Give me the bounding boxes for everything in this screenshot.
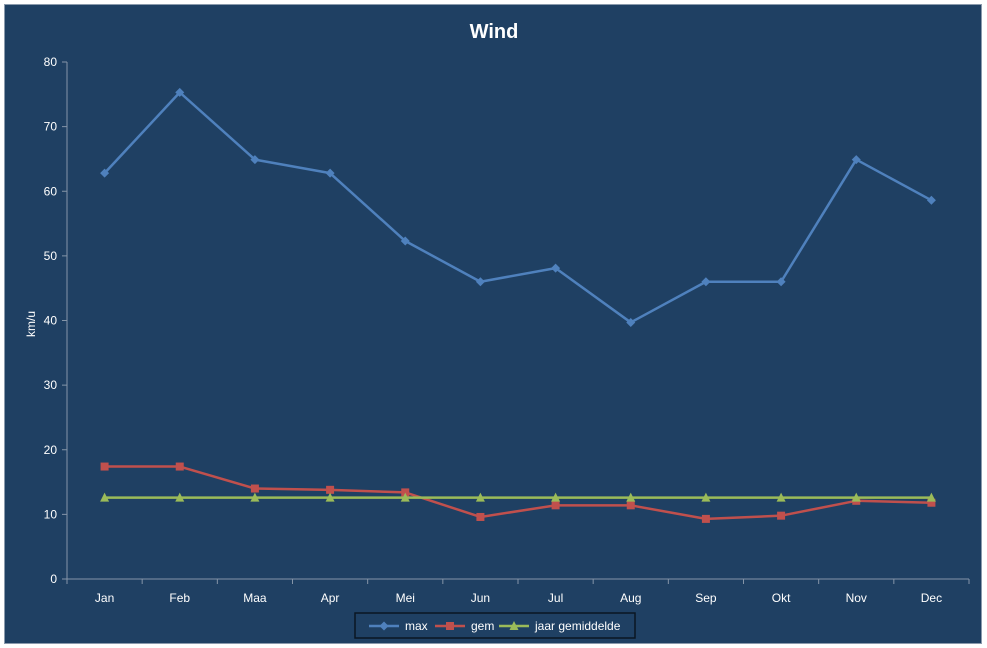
legend-label: gem — [471, 619, 494, 633]
data-point-marker — [400, 492, 410, 502]
data-point-marker — [926, 195, 936, 205]
x-tick-label: Jul — [548, 591, 563, 605]
x-tick-label: Feb — [169, 591, 190, 605]
legend-entry[interactable]: max — [369, 619, 428, 633]
data-point-marker — [776, 277, 786, 287]
y-tick-label: 80 — [44, 55, 58, 69]
data-point-marker — [175, 492, 185, 502]
x-tick-label: Okt — [772, 591, 791, 605]
data-point-marker — [250, 492, 260, 502]
data-point-marker — [475, 277, 485, 287]
chart-title: Wind — [470, 21, 519, 43]
series-layer — [100, 87, 936, 523]
data-point-marker — [379, 621, 389, 631]
x-tick-label: Dec — [921, 591, 942, 605]
data-point-marker — [175, 87, 185, 97]
data-point-marker — [851, 155, 861, 165]
series-gem — [100, 462, 936, 523]
data-point-marker — [777, 511, 786, 520]
x-tick-label: Maa — [243, 591, 267, 605]
legend-entry[interactable]: jaar gemiddelde — [499, 619, 621, 633]
data-point-marker — [509, 621, 519, 630]
legend[interactable]: max gem jaar gemiddelde — [354, 612, 636, 639]
y-tick-label: 0 — [50, 572, 57, 586]
y-tick-label: 40 — [44, 314, 58, 328]
data-point-marker — [475, 492, 485, 502]
data-point-marker — [400, 236, 410, 246]
y-tick-label: 30 — [44, 378, 58, 392]
data-point-marker — [401, 488, 410, 497]
data-point-marker — [551, 263, 561, 273]
y-tick-label: 10 — [44, 507, 58, 521]
series-jaar-gemiddelde — [100, 492, 936, 502]
data-point-marker — [626, 317, 636, 327]
data-point-marker — [551, 492, 561, 502]
data-point-marker — [325, 168, 335, 178]
data-point-marker — [701, 492, 711, 502]
data-point-marker — [926, 492, 936, 502]
legend-label: jaar gemiddelde — [534, 619, 621, 633]
data-point-marker — [326, 485, 335, 494]
y-tick-label: 50 — [44, 249, 58, 263]
axes: 0 10 20 30 40 50 60 70 80 Jan Feb Maa Apr Mei Jun Jul Au… — [44, 55, 970, 605]
series-max — [100, 87, 936, 327]
x-tick-label: Sep — [695, 591, 717, 605]
data-point-marker — [626, 501, 635, 510]
legend-entry[interactable]: gem — [435, 619, 494, 633]
data-point-marker — [250, 155, 260, 165]
data-point-marker — [701, 277, 711, 287]
data-point-marker — [100, 168, 110, 178]
x-tick-label: Jun — [471, 591, 490, 605]
series-line — [103, 91, 933, 324]
data-point-marker — [100, 462, 109, 471]
series-line — [104, 465, 932, 521]
x-tick-label: Mei — [396, 591, 415, 605]
data-point-marker — [175, 462, 184, 471]
y-tick-label: 60 — [44, 184, 58, 198]
y-tick-label: 20 — [44, 443, 58, 457]
data-point-marker — [776, 492, 786, 502]
line-chart: Wind km/u 0 10 20 30 40 50 60 70 80 Jan Feb Maa Apr M… — [24, 21, 970, 639]
legend-label: max — [405, 619, 428, 633]
data-point-marker — [626, 492, 636, 502]
data-point-marker — [476, 512, 485, 521]
data-point-marker — [446, 622, 454, 630]
x-tick-label: Jan — [95, 591, 114, 605]
x-tick-label: Apr — [321, 591, 340, 605]
x-tick-label: Aug — [620, 591, 641, 605]
data-point-marker — [100, 492, 110, 502]
x-tick-label: Nov — [846, 591, 867, 605]
legend-box — [354, 612, 636, 639]
data-point-marker — [701, 514, 710, 523]
data-point-marker — [325, 492, 335, 502]
data-point-marker — [851, 492, 861, 502]
y-tick-label: 70 — [44, 120, 58, 134]
chart-area: Wind km/u 0 10 20 30 40 50 60 70 80 Jan Feb Maa Apr M… — [4, 4, 982, 644]
y-axis-label: km/u — [24, 311, 38, 337]
data-point-marker — [250, 484, 259, 493]
data-point-marker — [551, 501, 560, 510]
data-point-marker — [927, 498, 936, 507]
